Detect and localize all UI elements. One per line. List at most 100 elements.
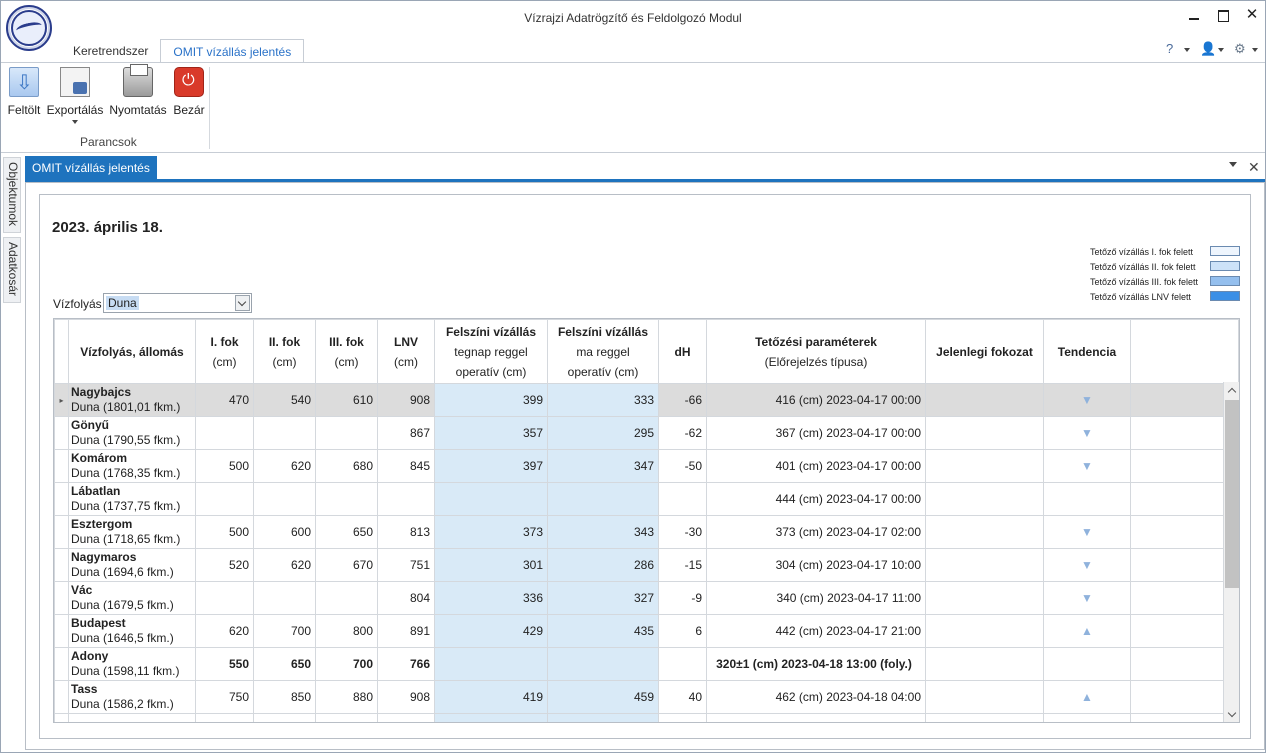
dh-cell[interactable]: -9 xyxy=(658,581,707,615)
station-cell[interactable]: Esztergom Duna (1718,65 fkm.) xyxy=(68,515,196,549)
side-tab-objects[interactable]: Objektumok xyxy=(3,157,21,233)
trend-cell[interactable]: ▼ xyxy=(1043,383,1131,417)
trend-cell[interactable]: ▼ xyxy=(1043,548,1131,582)
lnv-cell[interactable] xyxy=(377,482,435,516)
dh-cell[interactable]: -15 xyxy=(658,548,707,582)
level-cell[interactable] xyxy=(925,680,1044,714)
dh-cell[interactable] xyxy=(658,647,707,681)
station-cell[interactable]: Lábatlan Duna (1737,75 fkm.) xyxy=(68,482,196,516)
peak-cell[interactable]: 401 (cm) 2023-04-17 00:00 xyxy=(706,449,926,483)
fok3-cell[interactable]: 700 xyxy=(315,647,378,681)
fok1-cell[interactable]: 550 xyxy=(195,647,254,681)
today-cell[interactable]: 435 xyxy=(547,614,659,648)
row-selector[interactable]: ▸ xyxy=(54,383,69,417)
yesterday-cell[interactable]: 399 xyxy=(434,383,548,417)
fok1-cell[interactable]: 620 xyxy=(195,614,254,648)
peak-cell[interactable]: 304 (cm) 2023-04-17 10:00 xyxy=(706,548,926,582)
row-selector[interactable] xyxy=(54,581,69,615)
peak-cell[interactable]: 373 (cm) 2023-04-17 02:00 xyxy=(706,515,926,549)
yesterday-cell[interactable]: 373 xyxy=(434,515,548,549)
peak-cell[interactable]: 416 (cm) 2023-04-17 00:00 xyxy=(706,383,926,417)
fok2-cell[interactable]: 650 xyxy=(253,647,316,681)
fok3-cell[interactable]: 670 xyxy=(315,548,378,582)
row-selector[interactable] xyxy=(54,614,69,648)
peak-cell[interactable]: 444 (cm) 2023-04-17 00:00 xyxy=(706,482,926,516)
level-cell[interactable] xyxy=(925,383,1044,417)
trend-cell[interactable]: ▲ xyxy=(1043,680,1131,714)
col-level[interactable]: Jelenlegi fokozat xyxy=(925,319,1044,384)
yesterday-cell[interactable] xyxy=(434,647,548,681)
fok1-cell[interactable] xyxy=(195,416,254,450)
col-dh[interactable]: dH xyxy=(658,319,707,384)
lnv-cell[interactable]: 813 xyxy=(377,515,435,549)
station-cell[interactable]: Nagybajcs Duna (1801,01 fkm.) xyxy=(68,383,196,417)
col-today[interactable]: Felszíni vízállás ma reggel operatív (cm) xyxy=(547,319,659,384)
table-row[interactable]: ▸ Nagybajcs Duna (1801,01 fkm.) 470 540 610 90… xyxy=(54,383,1239,417)
trend-cell[interactable] xyxy=(1043,482,1131,516)
trend-cell[interactable]: ▼ xyxy=(1043,515,1131,549)
close-report-button[interactable]: Bezár xyxy=(171,67,207,117)
today-cell[interactable] xyxy=(547,482,659,516)
settings-icon[interactable]: ⚙ xyxy=(1234,41,1258,57)
level-cell[interactable] xyxy=(925,449,1044,483)
table-row[interactable]: Nagymaros Duna (1694,6 fkm.) 520 620 670 751 3… xyxy=(54,548,1239,582)
today-cell[interactable]: 347 xyxy=(547,449,659,483)
today-cell[interactable] xyxy=(547,713,659,722)
upload-button[interactable]: Feltölt xyxy=(5,67,43,117)
filler-cell[interactable] xyxy=(1130,383,1239,417)
today-cell[interactable]: 327 xyxy=(547,581,659,615)
trend-cell[interactable]: ▼ xyxy=(1043,449,1131,483)
table-row[interactable]: Adony Duna (1598,11 fkm.) 550 650 700 766 320±… xyxy=(54,647,1239,681)
level-cell[interactable] xyxy=(925,614,1044,648)
station-cell[interactable]: Dunaújváros xyxy=(68,713,196,722)
yesterday-cell[interactable]: 397 xyxy=(434,449,548,483)
station-cell[interactable]: Vác Duna (1679,5 fkm.) xyxy=(68,581,196,615)
dh-cell[interactable]: -50 xyxy=(658,449,707,483)
trend-cell[interactable] xyxy=(1043,713,1131,722)
fok2-cell[interactable]: 850 xyxy=(253,680,316,714)
trend-cell[interactable]: ▲ xyxy=(1043,614,1131,648)
fok3-cell[interactable]: 650 xyxy=(315,515,378,549)
fok3-cell[interactable] xyxy=(315,482,378,516)
scroll-down-icon[interactable] xyxy=(1227,708,1237,718)
level-cell[interactable] xyxy=(925,482,1044,516)
trend-cell[interactable]: ▼ xyxy=(1043,416,1131,450)
table-row[interactable]: Dunaújváros xyxy=(54,713,1239,722)
filler-cell[interactable] xyxy=(1130,482,1239,516)
fok2-cell[interactable]: 600 xyxy=(253,515,316,549)
document-menu-icon[interactable] xyxy=(1229,162,1237,167)
print-button[interactable]: Nyomtatás xyxy=(107,64,169,117)
row-selector[interactable] xyxy=(54,680,69,714)
trend-cell[interactable] xyxy=(1043,647,1131,681)
dh-cell[interactable]: 40 xyxy=(658,680,707,714)
station-cell[interactable]: Tass Duna (1586,2 fkm.) xyxy=(68,680,196,714)
yesterday-cell[interactable]: 429 xyxy=(434,614,548,648)
table-row[interactable]: Tass Duna (1586,2 fkm.) 750 850 880 908 419 459… xyxy=(54,680,1239,714)
fok3-cell[interactable]: 800 xyxy=(315,614,378,648)
level-cell[interactable] xyxy=(925,581,1044,615)
fok3-cell[interactable]: 680 xyxy=(315,449,378,483)
user-icon[interactable]: 👤 xyxy=(1200,41,1224,57)
lnv-cell[interactable]: 891 xyxy=(377,614,435,648)
today-cell[interactable]: 295 xyxy=(547,416,659,450)
yesterday-cell[interactable] xyxy=(434,713,548,722)
table-row[interactable]: Gönyű Duna (1790,55 fkm.) 867 357 295 -62 367 … xyxy=(54,416,1239,450)
side-tab-basket[interactable]: Adatkosár xyxy=(3,237,21,303)
chevron-down-icon[interactable] xyxy=(235,295,250,311)
lnv-cell[interactable]: 908 xyxy=(377,680,435,714)
yesterday-cell[interactable]: 301 xyxy=(434,548,548,582)
lnv-cell[interactable] xyxy=(377,713,435,722)
yesterday-cell[interactable]: 419 xyxy=(434,680,548,714)
peak-cell[interactable]: 442 (cm) 2023-04-17 21:00 xyxy=(706,614,926,648)
lnv-cell[interactable]: 867 xyxy=(377,416,435,450)
dh-cell[interactable] xyxy=(658,482,707,516)
level-cell[interactable] xyxy=(925,515,1044,549)
dh-cell[interactable]: -62 xyxy=(658,416,707,450)
fok2-cell[interactable]: 620 xyxy=(253,449,316,483)
export-button[interactable]: Exportálás xyxy=(45,67,105,124)
lnv-cell[interactable]: 804 xyxy=(377,581,435,615)
table-row[interactable]: Komárom Duna (1768,35 fkm.) 500 620 680 845 39… xyxy=(54,449,1239,483)
fok2-cell[interactable]: 540 xyxy=(253,383,316,417)
river-select[interactable]: Duna xyxy=(103,293,252,313)
lnv-cell[interactable]: 845 xyxy=(377,449,435,483)
